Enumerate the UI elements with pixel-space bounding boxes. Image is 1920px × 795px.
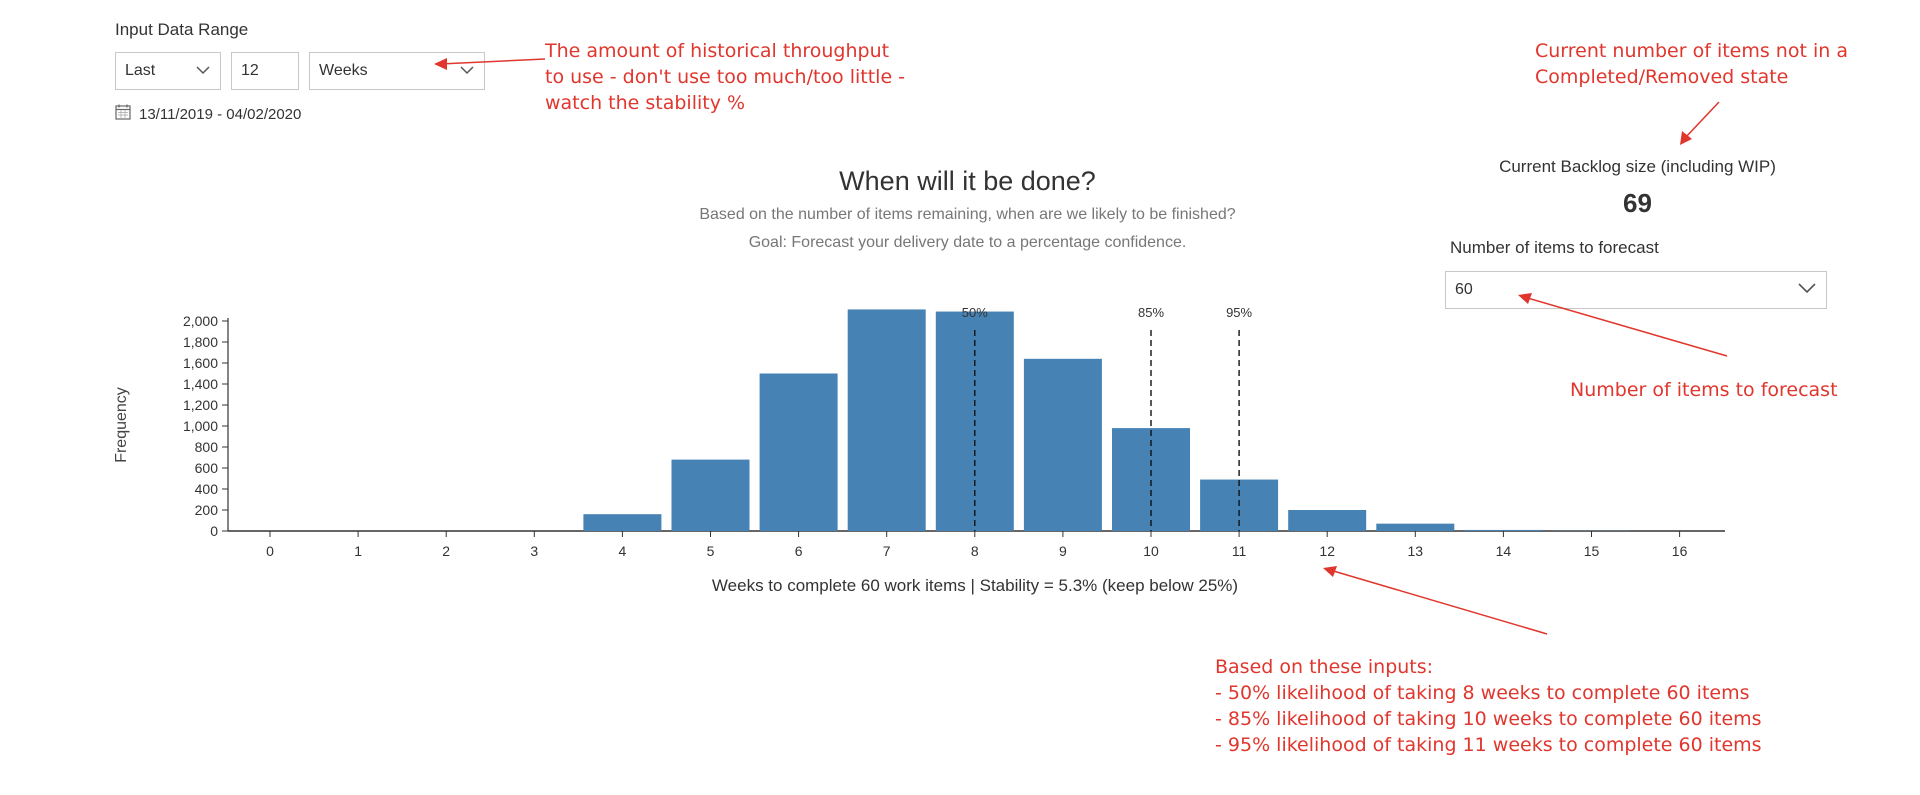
x-tick-label: 2 — [442, 543, 450, 559]
x-tick-label: 11 — [1232, 543, 1247, 559]
percentile-label: 95% — [1226, 305, 1252, 320]
x-tick-label: 3 — [530, 543, 538, 559]
calendar-icon — [115, 104, 131, 124]
annotation-summary: Based on these inputs: - 50% likelihood … — [1215, 654, 1762, 758]
annotation-arrows — [434, 58, 1728, 635]
percentile-label: 85% — [1138, 305, 1164, 320]
bar-6 — [759, 373, 838, 531]
x-tick-label: 0 — [266, 543, 274, 559]
annotation-summary-line4: - 95% likelihood of taking 11 weeks to c… — [1215, 734, 1762, 756]
x-tick-label: 13 — [1408, 543, 1424, 559]
bar-12 — [1288, 510, 1367, 531]
y-tick-label: 1,400 — [183, 376, 218, 392]
date-range: 13/11/2019 - 04/02/2020 — [115, 104, 301, 124]
x-tick-label: 12 — [1319, 543, 1335, 559]
y-tick-label: 1,000 — [183, 418, 218, 434]
annotation-summary-line3: - 85% likelihood of taking 10 weeks to c… — [1215, 708, 1762, 730]
chart-subtitle-goal: Goal: Forecast your delivery date to a p… — [748, 234, 1187, 251]
y-tick-label: 1,200 — [183, 397, 218, 413]
bar-14 — [1464, 529, 1543, 531]
x-tick-label: 7 — [883, 543, 891, 559]
y-tick-label: 1,800 — [183, 334, 218, 350]
y-tick-label: 600 — [195, 460, 219, 476]
annotation-summary-line2: - 50% likelihood of taking 8 weeks to co… — [1215, 682, 1750, 704]
annotation-throughput-line1: The amount of historical throughput — [545, 40, 890, 62]
annotation-throughput-line2: to use - don't use too much/too little - — [545, 66, 906, 88]
x-tick-label: 4 — [619, 543, 627, 559]
percentile-label: 50% — [962, 305, 988, 320]
range-count-input[interactable]: 12 — [231, 52, 299, 90]
chevron-down-icon — [1798, 281, 1816, 299]
x-tick-label: 8 — [971, 543, 979, 559]
y-tick-label: 0 — [210, 523, 218, 539]
y-tick-label: 2,000 — [183, 313, 218, 329]
y-tick-label: 800 — [195, 439, 219, 455]
y-tick-label: 400 — [195, 481, 219, 497]
chart-subtitle-question: Based on the number of items remaining, … — [699, 206, 1236, 223]
bar-13 — [1376, 523, 1455, 531]
annotation-summary-line1: Based on these inputs: — [1215, 656, 1434, 678]
forecast-items-label: Number of items to forecast — [1450, 238, 1659, 257]
bar-4 — [583, 514, 662, 531]
annotation-backlog: Current number of items not in a Complet… — [1535, 38, 1848, 90]
date-range-text: 13/11/2019 - 04/02/2020 — [139, 105, 302, 123]
annotation-throughput: The amount of historical throughput to u… — [545, 38, 905, 116]
bar-5 — [671, 459, 750, 531]
x-tick-label: 15 — [1584, 543, 1600, 559]
chevron-down-icon — [460, 62, 474, 80]
chart-title: When will it be done? — [839, 166, 1096, 196]
range-count-value: 12 — [241, 62, 259, 79]
input-data-range-label: Input Data Range — [115, 20, 249, 39]
x-tick-label: 9 — [1059, 543, 1067, 559]
x-tick-label: 10 — [1143, 543, 1159, 559]
y-tick-label: 1,600 — [183, 355, 218, 371]
y-tick-label: 200 — [195, 502, 219, 518]
bar-7 — [847, 309, 926, 531]
backlog-size-value: 69 — [1623, 188, 1652, 218]
range-unit-value: Weeks — [319, 62, 368, 79]
annotation-throughput-line3: watch the stability % — [545, 92, 746, 114]
x-tick-label: 14 — [1496, 543, 1512, 559]
backlog-size-label: Current Backlog size (including WIP) — [1499, 157, 1776, 176]
range-mode-select[interactable]: Last — [115, 52, 221, 90]
annotation-backlog-line2: Completed/Removed state — [1535, 66, 1789, 88]
x-tick-label: 16 — [1672, 543, 1688, 559]
x-tick-label: 1 — [354, 543, 362, 559]
forecast-items-select[interactable]: 60 — [1445, 271, 1827, 309]
chevron-down-icon — [196, 62, 210, 80]
x-tick-label: 6 — [795, 543, 803, 559]
annotation-forecast: Number of items to forecast — [1570, 379, 1838, 401]
y-axis-label: Frequency — [113, 387, 130, 463]
range-mode-value: Last — [125, 62, 156, 79]
x-axis-label: Weeks to complete 60 work items | Stabil… — [712, 576, 1238, 595]
bar-9 — [1023, 358, 1102, 531]
range-unit-select[interactable]: Weeks — [309, 52, 485, 90]
x-tick-label: 5 — [707, 543, 715, 559]
forecast-items-value: 60 — [1455, 281, 1473, 298]
annotation-backlog-line1: Current number of items not in a — [1535, 40, 1848, 62]
